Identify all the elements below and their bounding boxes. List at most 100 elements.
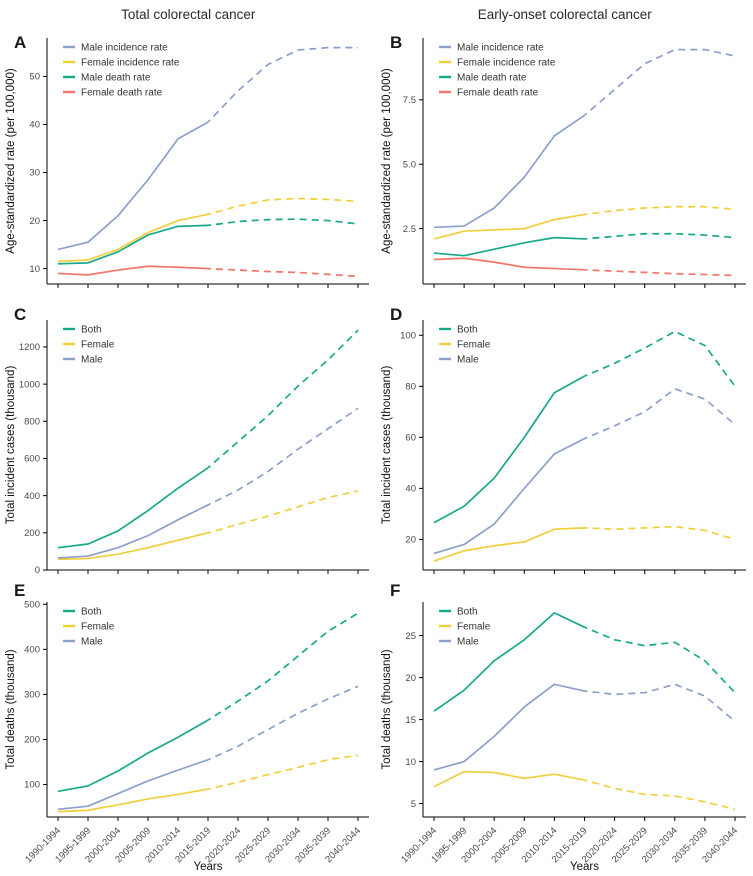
legend-label-both: Both: [457, 325, 478, 336]
y-tick-label: 80: [405, 382, 416, 393]
series-dashed-both: [584, 626, 736, 694]
series-dashed-male-death-rate: [207, 218, 359, 227]
series-dashed-female: [584, 779, 736, 811]
series-solid-female: [57, 532, 209, 561]
series-dashed-both: [584, 330, 736, 387]
panel-letter: A: [14, 33, 26, 52]
legend-label-male: Male: [457, 637, 479, 648]
x-axis-title: Years: [194, 861, 223, 873]
legend-label-male: Male: [457, 355, 479, 366]
panel-d-chart: D Total incident cases (thousand) 20 40 60 80…: [381, 305, 746, 574]
panel-letter: E: [14, 581, 25, 600]
y-tick-label: 300: [24, 690, 40, 701]
y-tick-label: 10: [29, 264, 40, 275]
series-dashed-female-incidence-rate: [584, 205, 736, 216]
y-axis-title: Total deaths (thousand): [5, 649, 17, 769]
series-solid-male-death-rate: [57, 224, 209, 265]
y-tick-label: 800: [24, 417, 40, 428]
y-axis-title: Total incident cases (thousand): [5, 366, 17, 525]
y-tick-label: 25: [405, 631, 416, 642]
y-tick-label: 15: [405, 715, 416, 726]
panel-c-chart: C Total incident cases (thousand) 0 200 400 6…: [5, 305, 369, 576]
legend-label-both: Both: [81, 607, 102, 618]
y-tick-label: 200: [24, 528, 40, 539]
column-titles-row: Total colorectal cancer Early-onset colo…: [0, 0, 753, 28]
y-axis-title: Age-standardized rate (per 100,000): [5, 68, 17, 254]
legend-label-female-death-rate: Female death rate: [457, 88, 539, 99]
y-tick-label: 1200: [19, 342, 40, 353]
series-solid-male: [433, 683, 585, 771]
series-dashed-both: [207, 612, 359, 721]
series-solid-both: [57, 467, 209, 549]
y-axis-title: Total incident cases (thousand): [381, 366, 393, 525]
series-solid-male-death-rate: [433, 236, 585, 257]
y-tick-label: 20: [405, 535, 416, 546]
series-solid-both: [57, 719, 209, 793]
series-dashed-male-incidence-rate: [583, 48, 736, 116]
legend-label-female: Female: [457, 622, 491, 633]
y-tick-label: 0: [35, 565, 40, 576]
panel-letter: B: [390, 33, 402, 52]
series-dashed-female: [584, 525, 736, 541]
y-tick-label: 40: [405, 484, 416, 495]
series-solid-both: [433, 612, 585, 712]
y-tick-label: 1000: [19, 379, 40, 390]
series-dashed-male: [584, 388, 736, 440]
series-dashed-female-death-rate: [584, 268, 736, 277]
series-solid-female: [433, 770, 585, 788]
panel-a-chart: A Age-standardized rate (per 100,000) 10 20…: [5, 33, 369, 288]
legend-label-female-death-rate: Female death rate: [81, 88, 163, 99]
legend-label-female: Female: [81, 622, 115, 633]
column-title-total-crc: Total colorectal cancer: [121, 7, 256, 22]
y-tick-label: 20: [405, 673, 416, 684]
series-solid-female-incidence-rate: [57, 213, 209, 263]
y-tick-label: 5: [411, 799, 416, 810]
legend-label-male: Male: [81, 637, 103, 648]
series-solid-male-incidence-rate: [57, 121, 209, 251]
legend-label-female-incidence-rate: Female incidence rate: [81, 58, 180, 69]
row-total-deaths: E Total deaths (thousand) 100 200 300 400 500 1…: [0, 580, 753, 876]
y-tick-label: 400: [24, 645, 40, 656]
series-solid-male: [57, 504, 209, 559]
y-tick-label: 200: [24, 735, 40, 746]
row-incident-cases: C Total incident cases (thousand) 0 200 400 6…: [0, 290, 753, 580]
y-tick-label: 20: [29, 216, 40, 227]
series-dashed-male: [207, 685, 359, 761]
y-tick-label: 5.0: [403, 159, 416, 170]
series-dashed-both: [207, 329, 359, 469]
series-dashed-female: [207, 754, 359, 790]
panel-letter: F: [390, 581, 400, 600]
series-solid-both: [433, 375, 585, 524]
legend-label-female: Female: [81, 340, 115, 351]
series-solid-female-death-rate: [57, 265, 209, 276]
series-dashed-male: [584, 683, 736, 722]
y-tick-label: 10: [405, 757, 416, 768]
legend-label-female-incidence-rate: Female incidence rate: [457, 58, 556, 69]
y-tick-label: 2.5: [403, 224, 416, 235]
panel-letter: C: [14, 305, 26, 324]
y-tick-label: 60: [405, 433, 416, 444]
y-tick-label: 50: [29, 72, 40, 83]
legend-label-male: Male: [81, 355, 103, 366]
y-tick-label: 500: [24, 599, 40, 610]
series-solid-female: [433, 527, 585, 562]
legend-label-female: Female: [457, 340, 491, 351]
column-title-early-onset-crc: Early-onset colorectal cancer: [477, 7, 652, 22]
y-tick-label: 7.5: [403, 95, 416, 106]
y-tick-label: 400: [24, 491, 40, 502]
legend-label-male-incidence-rate: Male incidence rate: [457, 43, 544, 54]
legend-label-male-death-rate: Male death rate: [81, 73, 151, 84]
series-solid-male: [433, 437, 585, 555]
series-dashed-female: [207, 490, 359, 534]
legend-label-male-death-rate: Male death rate: [457, 73, 527, 84]
series-solid-female-death-rate: [433, 257, 585, 271]
legend-label-both: Both: [81, 325, 102, 336]
panel-b-chart: B Age-standardized rate (per 100,000) 2.5 5…: [381, 33, 746, 288]
row-age-standardized-rates: A Age-standardized rate (per 100,000) 10 20…: [0, 28, 753, 290]
series-dashed-male-death-rate: [584, 232, 736, 240]
series-solid-female: [57, 788, 209, 813]
series-dashed-female-incidence-rate: [207, 197, 359, 216]
